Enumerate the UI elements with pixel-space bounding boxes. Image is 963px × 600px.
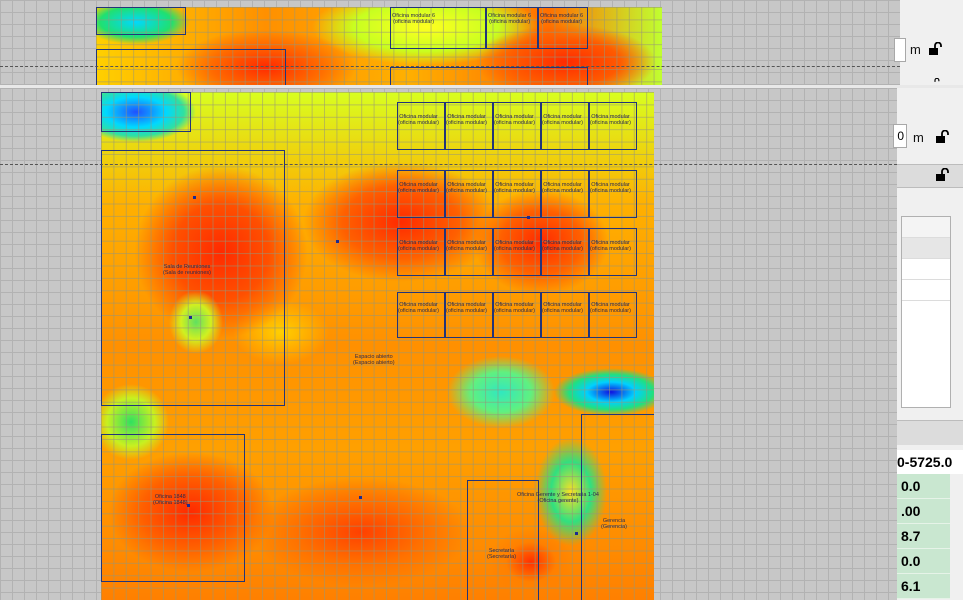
value-cell[interactable]: 6.1 (897, 574, 950, 599)
office-label-9: Oficina modular (oficina modular) (542, 182, 583, 194)
sensor-point[interactable] (193, 196, 196, 199)
value-header: 0-5725.0 (897, 450, 963, 474)
office-8[interactable] (493, 170, 541, 218)
room-oficina-1848[interactable] (101, 434, 245, 582)
sensor-point[interactable] (575, 532, 578, 535)
office-label-14: Oficina modular (oficina modular) (542, 240, 583, 252)
room-oficina-1848-label: Oficina 1848 (Oficina 1848) (153, 494, 188, 506)
office-17[interactable] (445, 292, 493, 338)
office-14[interactable] (541, 228, 589, 276)
top-room-1[interactable] (390, 7, 486, 49)
office-4[interactable] (541, 102, 589, 150)
office-20[interactable] (589, 292, 637, 338)
office-2[interactable] (445, 102, 493, 150)
office-7[interactable] (445, 170, 493, 218)
office-label-18: Oficina modular (oficina modular) (494, 302, 535, 314)
office-label-7: Oficina modular (oficina modular) (446, 182, 487, 194)
office-10[interactable] (589, 170, 637, 218)
office-label-3: Oficina modular (oficina modular) (494, 114, 535, 126)
office-label-4: Oficina modular (oficina modular) (542, 114, 583, 126)
room-open-space-label: Espacio abierto (Espacio abierto) (353, 354, 395, 366)
value-cell[interactable]: .00 (897, 499, 950, 524)
top-viewport[interactable]: Oficina modular 6 (oficina modular) Ofici… (0, 0, 900, 87)
top-room-label-1: Oficina modular 6 (oficina modular) (392, 13, 436, 25)
value-cell[interactable]: 0.0 (897, 549, 950, 574)
sensor-point[interactable] (359, 496, 362, 499)
office-label-11: Oficina modular (oficina modular) (398, 240, 439, 252)
office-18[interactable] (493, 292, 541, 338)
top-room-4[interactable] (390, 67, 588, 85)
office-label-19: Oficina modular (oficina modular) (542, 302, 583, 314)
list-item[interactable] (902, 238, 950, 259)
sensor-point[interactable] (189, 316, 192, 319)
top-guide-line (0, 66, 900, 67)
office-label-2: Oficina modular (oficina modular) (446, 114, 487, 126)
office-label-5: Oficina modular (oficina modular) (590, 114, 631, 126)
office-1[interactable] (397, 102, 445, 150)
main-distance-field[interactable]: 0 (893, 124, 907, 148)
value-cell[interactable]: 0.0 (897, 474, 950, 499)
top-room-label-2: Oficina modular 6 (oficina modular) (488, 13, 532, 25)
panel-divider (897, 420, 963, 445)
office-19[interactable] (541, 292, 589, 338)
office-label-13: Oficina modular (oficina modular) (494, 240, 535, 252)
top-room-left-lower[interactable] (96, 49, 286, 85)
office-3[interactable] (493, 102, 541, 150)
office-label-15: Oficina modular (oficina modular) (590, 240, 631, 252)
top-room-label-3: Oficina modular 6 (oficina modular) (540, 13, 584, 25)
main-guide-line (0, 164, 897, 165)
list-item[interactable] (902, 259, 950, 280)
list-item[interactable] (902, 280, 950, 301)
office-12[interactable] (445, 228, 493, 276)
room-manager-secretary[interactable] (467, 480, 539, 600)
list-header (902, 217, 950, 238)
main-unit-label: m (913, 130, 924, 145)
top-room-2[interactable] (486, 7, 538, 49)
office-label-12: Oficina modular (oficina modular) (446, 240, 487, 252)
office-15[interactable] (589, 228, 637, 276)
top-properties-panel: m (894, 0, 963, 87)
top-unit-label: m (910, 42, 921, 57)
office-label-16: Oficina modular (oficina modular) (398, 302, 439, 314)
room-meeting[interactable] (101, 150, 285, 406)
sensor-point[interactable] (187, 504, 190, 507)
room-small-top-left[interactable] (101, 92, 191, 132)
top-distance-field[interactable] (894, 38, 906, 62)
office-16[interactable] (397, 292, 445, 338)
view-separator (0, 85, 963, 88)
unlock-icon[interactable] (928, 78, 942, 87)
office-11[interactable] (397, 228, 445, 276)
room-gerencia[interactable] (581, 414, 654, 600)
office-label-1: Oficina modular (oficina modular) (398, 114, 439, 126)
unlock-icon[interactable] (935, 130, 949, 144)
office-13[interactable] (493, 228, 541, 276)
main-viewport[interactable]: Oficina modular (oficina modular) Oficina… (0, 88, 897, 600)
properties-list[interactable] (901, 216, 951, 408)
value-cell[interactable]: 8.7 (897, 524, 950, 549)
office-5[interactable] (589, 102, 637, 150)
unlock-icon[interactable] (935, 168, 949, 182)
office-9[interactable] (541, 170, 589, 218)
room-manager-secretary-label: Oficina Gerente y Secretaria 1-04 (Oficin… (517, 492, 599, 504)
office-label-8: Oficina modular (oficina modular) (494, 182, 535, 194)
room-gerencia-label: Gerencia (Gerencia) (601, 518, 627, 530)
office-label-10: Oficina modular (oficina modular) (590, 182, 631, 194)
top-room-left[interactable] (96, 7, 186, 35)
section-header (897, 164, 963, 188)
sensor-point[interactable] (336, 240, 339, 243)
office-label-20: Oficina modular (oficina modular) (590, 302, 631, 314)
room-secretary-label: Secretaría (Secretaría) (487, 548, 517, 560)
office-label-17: Oficina modular (oficina modular) (446, 302, 487, 314)
sensor-point[interactable] (527, 216, 530, 219)
main-heatmap: Oficina modular (oficina modular) Oficina… (101, 92, 654, 600)
top-room-3[interactable] (538, 7, 588, 49)
top-heatmap: Oficina modular 6 (oficina modular) Ofici… (96, 7, 662, 85)
unlock-icon[interactable] (928, 42, 942, 56)
office-label-6: Oficina modular (oficina modular) (398, 182, 439, 194)
office-6[interactable] (397, 170, 445, 218)
room-meeting-label: Sala de Reuniones (Sala de reuniones) (163, 264, 212, 276)
